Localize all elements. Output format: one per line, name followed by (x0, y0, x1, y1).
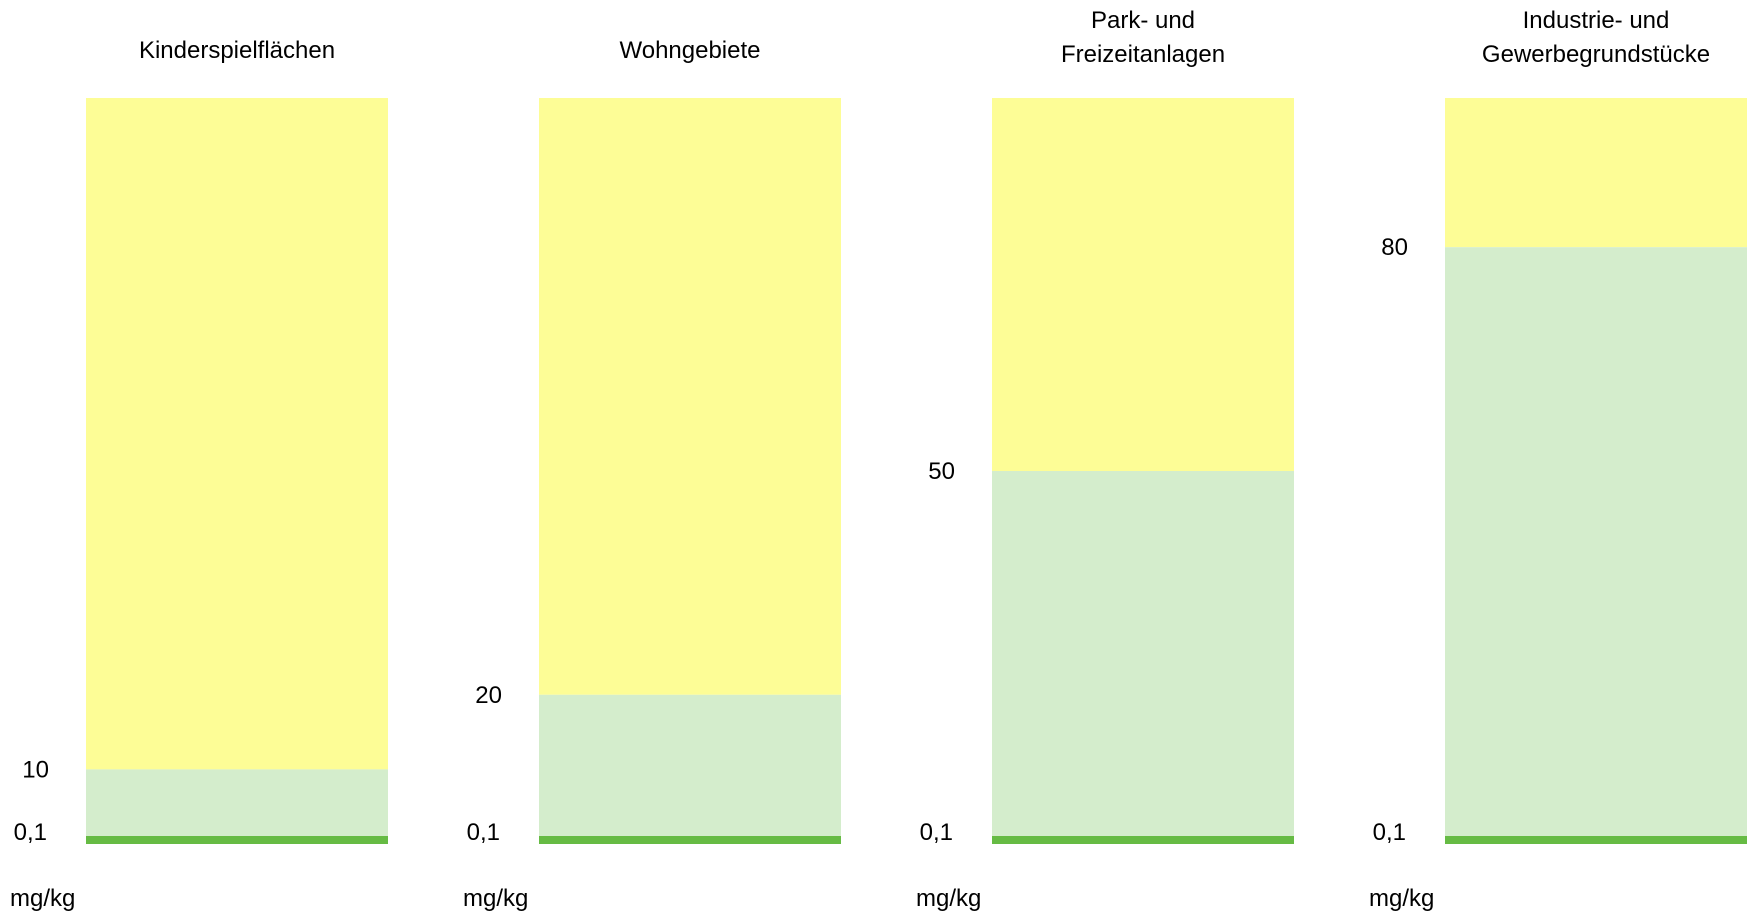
panel-3: Park- und Freizeitanlagen 50 0,1 mg/kg (916, 7, 1294, 912)
baseline-bar (539, 836, 841, 844)
panel-2: Wohngebiete 20 0,1 mg/kg (463, 37, 841, 912)
threshold-label: 10 (22, 756, 49, 783)
baseline-bar (992, 836, 1294, 844)
upper-band (992, 98, 1294, 471)
upper-band (539, 98, 841, 695)
lower-band (1445, 247, 1747, 836)
panel-title-line: Kinderspielflächen (139, 37, 335, 64)
panel-title-line: Industrie- und (1523, 7, 1670, 34)
panel-title-line: Wohngebiete (620, 37, 761, 64)
unit-label: mg/kg (463, 885, 528, 912)
upper-band (1445, 98, 1747, 248)
panel-title-line: Park- und (1091, 7, 1195, 34)
lower-band (86, 769, 388, 836)
unit-label: mg/kg (10, 885, 75, 912)
baseline-bar (1445, 836, 1747, 844)
lower-band (539, 694, 841, 836)
lower-band (992, 471, 1294, 836)
threshold-label: 80 (1381, 234, 1408, 261)
panel-1: Kinderspielflächen 10 0,1 mg/kg (10, 37, 388, 912)
panel-title-line: Gewerbegrundstücke (1482, 41, 1710, 68)
unit-label: mg/kg (916, 885, 981, 912)
panel-title: Park- und Freizeitanlagen (1061, 7, 1225, 68)
panel-title: Industrie- und Gewerbegrundstücke (1482, 7, 1710, 68)
baseline-label: 0,1 (467, 819, 500, 846)
threshold-label: 20 (475, 682, 502, 709)
baseline-label: 0,1 (14, 819, 47, 846)
panel-4: Industrie- und Gewerbegrundstücke 80 0,1 mg/… (1369, 7, 1747, 912)
panel-title-line: Freizeitanlagen (1061, 41, 1225, 68)
threshold-label: 50 (928, 458, 955, 485)
upper-band (86, 98, 388, 770)
baseline-label: 0,1 (920, 819, 953, 846)
unit-label: mg/kg (1369, 885, 1434, 912)
panel-title: Wohngebiete (620, 37, 761, 64)
baseline-label: 0,1 (1373, 819, 1406, 846)
baseline-bar (86, 836, 388, 844)
panel-title: Kinderspielflächen (139, 37, 335, 64)
